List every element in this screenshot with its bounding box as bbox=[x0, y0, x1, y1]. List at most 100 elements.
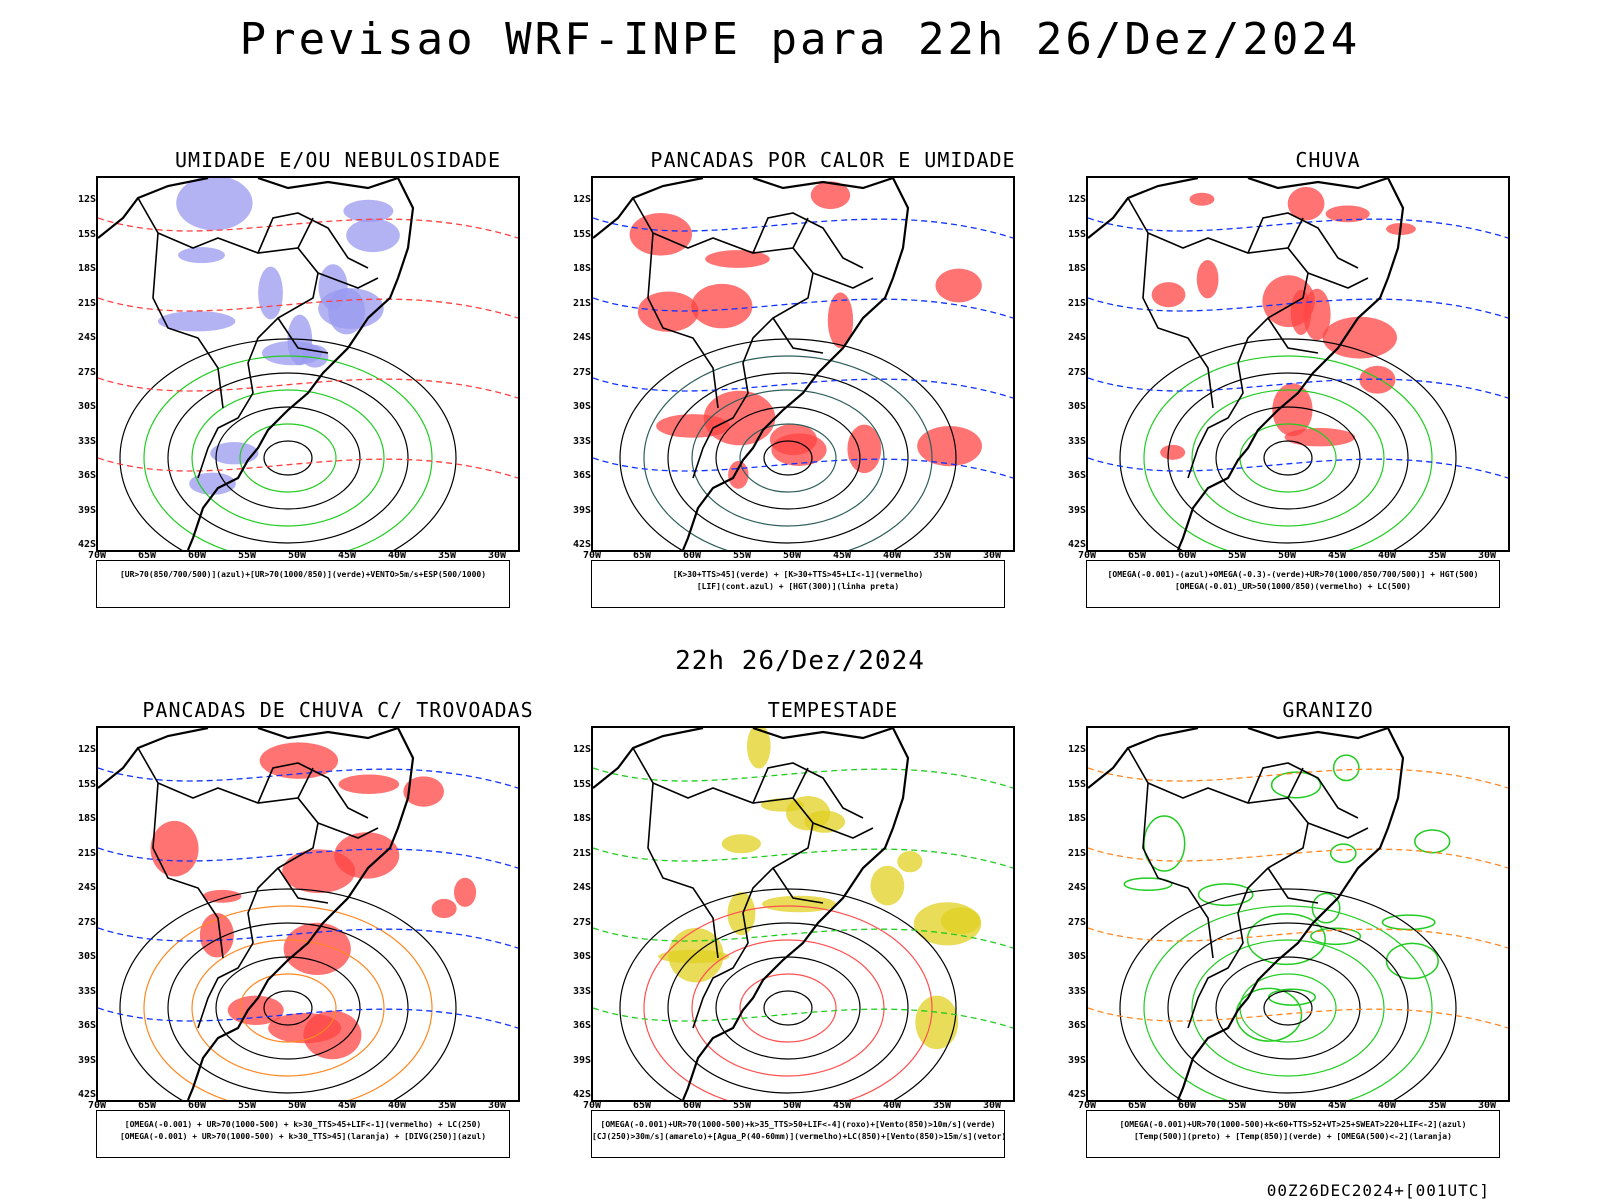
panel-tempestade: TEMPESTADE [OMEGA(-0.001)+UR>70(1000-500… bbox=[573, 698, 1093, 1168]
field-area bbox=[705, 250, 770, 268]
lat-tick-label: 18S bbox=[573, 813, 592, 824]
field-area bbox=[1385, 942, 1439, 980]
lat-tick-label: 18S bbox=[573, 263, 592, 274]
lon-tick-label: 30W bbox=[1478, 1100, 1497, 1111]
lon-tick-label: 50W bbox=[783, 1100, 802, 1111]
field-area bbox=[691, 283, 753, 329]
contour-line bbox=[1143, 355, 1433, 550]
field-area bbox=[804, 810, 846, 833]
dashed-isoline bbox=[593, 1007, 1013, 1029]
lon-tick-label: 30W bbox=[983, 550, 1002, 561]
lat-tick-label: 39S bbox=[1068, 1054, 1087, 1066]
lat-tick-label: 12S bbox=[78, 194, 97, 205]
dashed-isoline bbox=[593, 457, 1013, 479]
legend-box: [OMEGA(-0.001)+UR>70(1000-500)+k<60+TTS>… bbox=[1086, 1110, 1500, 1158]
legend-line: [OMEGA(-0.001) + UR>70(1000-500) + k>30_… bbox=[124, 1120, 482, 1129]
contour-line bbox=[1167, 922, 1409, 1094]
lat-tick-label: 24S bbox=[1068, 882, 1087, 893]
map-canvas bbox=[1088, 728, 1508, 1100]
lon-tick-label: 50W bbox=[1278, 550, 1297, 561]
contour-line bbox=[1167, 372, 1409, 544]
field-area bbox=[1381, 914, 1436, 931]
lon-tick-label: 45W bbox=[833, 550, 852, 561]
field-area bbox=[1287, 186, 1325, 221]
lon-tick-label: 45W bbox=[338, 1100, 357, 1111]
field-area bbox=[150, 820, 199, 877]
dashed-isoline bbox=[98, 297, 518, 319]
lat-tick-label: 36S bbox=[573, 470, 592, 481]
lat-tick-label: 15S bbox=[573, 228, 592, 240]
country-borders bbox=[137, 747, 379, 1029]
lat-tick-label: 18S bbox=[78, 813, 97, 824]
field-area bbox=[338, 774, 400, 794]
legend-line: [K>30+TTS>45](verde) + [K>30+TTS>45+LI<-… bbox=[672, 570, 924, 579]
panel-title: CHUVA bbox=[1295, 148, 1361, 172]
lat-tick-label: 12S bbox=[78, 744, 97, 755]
lon-tick-label: 30W bbox=[983, 1100, 1002, 1111]
field-area bbox=[1332, 754, 1360, 782]
lon-tick-label: 60W bbox=[683, 550, 702, 561]
lat-tick-label: 33S bbox=[573, 435, 592, 447]
dashed-isoline bbox=[593, 297, 1013, 319]
field-area bbox=[760, 798, 805, 812]
legend-line: [OMEGA(-0.001) + UR>70(1000-500) + k>30_… bbox=[119, 1132, 487, 1141]
contour-line bbox=[215, 956, 361, 1060]
lat-tick-label: 42S bbox=[1068, 1089, 1087, 1100]
lat-tick-label: 12S bbox=[573, 194, 592, 205]
legend-box: [OMEGA(-0.001)-(azul)+OMEGA(-0.3)-(verde… bbox=[1086, 560, 1500, 608]
panel-title: PANCADAS DE CHUVA C/ TROVOADAS bbox=[142, 698, 534, 722]
lon-tick-label: 35W bbox=[438, 1100, 457, 1111]
lat-tick-label: 21S bbox=[78, 297, 97, 309]
panel-title: TEMPESTADE bbox=[767, 698, 899, 722]
lon-tick-label: 45W bbox=[1328, 1100, 1347, 1111]
contour-line bbox=[143, 355, 433, 550]
lon-tick-label: 40W bbox=[883, 1100, 902, 1111]
field-area bbox=[847, 424, 882, 474]
lon-tick-label: 70W bbox=[583, 1100, 602, 1111]
legend-line: [CJ(250)>30m/s](amarelo)+[Agua_P(40-60mm… bbox=[592, 1132, 1007, 1141]
lat-tick-label: 12S bbox=[1068, 194, 1087, 205]
map-canvas bbox=[98, 178, 518, 550]
contour-line bbox=[119, 338, 457, 550]
lon-tick-label: 35W bbox=[1428, 1100, 1447, 1111]
field-area bbox=[1311, 892, 1341, 924]
lat-tick-label: 21S bbox=[1068, 847, 1087, 859]
lat-tick-label: 24S bbox=[78, 332, 97, 343]
panel-title: UMIDADE E/OU NEBULOSIDADE bbox=[174, 148, 502, 172]
field-area bbox=[403, 776, 444, 807]
field-area bbox=[1246, 913, 1326, 966]
lat-tick-label: 24S bbox=[1068, 332, 1087, 343]
lat-tick-label: 15S bbox=[78, 778, 97, 790]
panel-title: GRANIZO bbox=[1282, 698, 1374, 722]
map-canvas bbox=[593, 728, 1013, 1100]
field-area bbox=[178, 247, 226, 264]
field-area bbox=[1189, 192, 1215, 206]
field-area bbox=[282, 849, 356, 894]
contour-line bbox=[263, 440, 313, 476]
field-area bbox=[870, 865, 905, 906]
contour-line bbox=[691, 389, 885, 527]
dashed-isoline bbox=[98, 767, 518, 789]
lon-tick-label: 70W bbox=[88, 550, 107, 561]
lon-tick-label: 60W bbox=[188, 1100, 207, 1111]
lat-tick-label: 21S bbox=[1068, 297, 1087, 309]
lat-tick-label: 27S bbox=[1068, 916, 1087, 928]
lat-tick-label: 27S bbox=[1068, 366, 1087, 378]
contour-line bbox=[1191, 939, 1385, 1077]
dashed-isoline bbox=[1088, 457, 1508, 479]
contour-line bbox=[1263, 990, 1313, 1026]
country-borders bbox=[1127, 197, 1369, 479]
legend-line: [OMEGA(-0.01)_UR>50(1000/850)(vermelho) … bbox=[1174, 582, 1411, 591]
country-borders bbox=[632, 197, 874, 479]
lat-tick-label: 30S bbox=[573, 401, 592, 412]
lon-tick-label: 70W bbox=[88, 1100, 107, 1111]
lat-tick-label: 21S bbox=[573, 847, 592, 859]
map-frame bbox=[591, 176, 1015, 552]
contour-line bbox=[215, 406, 361, 510]
lat-tick-label: 39S bbox=[573, 1054, 592, 1066]
lon-tick-label: 65W bbox=[138, 1100, 157, 1111]
lat-tick-label: 30S bbox=[1068, 401, 1087, 412]
map-canvas bbox=[1088, 178, 1508, 550]
panel-granizo: GRANIZO [OMEGA(-0.001)+UR>70(1000-500)+k… bbox=[1068, 698, 1588, 1168]
dashed-isoline bbox=[1088, 217, 1508, 239]
